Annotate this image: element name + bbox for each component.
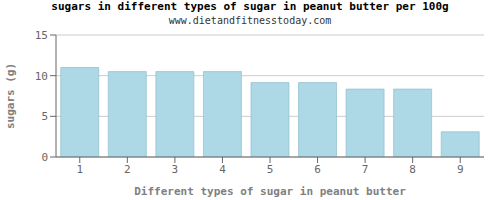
svg-text:5: 5 <box>267 163 274 176</box>
svg-text:10: 10 <box>35 70 48 83</box>
svg-text:sugars (g): sugars (g) <box>4 63 17 129</box>
svg-text:4: 4 <box>219 163 226 176</box>
svg-text:9: 9 <box>457 163 464 176</box>
svg-text:Different types of sugar in pe: Different types of sugar in peanut butte… <box>134 185 406 197</box>
svg-text:3: 3 <box>172 163 179 176</box>
html-text:www.dietandfitnesstoday.com: www.dietandfitnesstoday.com <box>168 15 332 26</box>
svg-text:7: 7 <box>362 163 369 176</box>
svg-text:1: 1 <box>76 163 83 176</box>
svg-text:8: 8 <box>409 163 416 176</box>
svg-text:5: 5 <box>41 110 48 123</box>
svg-text:15: 15 <box>35 29 48 42</box>
svg-text:6: 6 <box>314 163 321 176</box>
svg-text:0: 0 <box>41 151 48 164</box>
svg-text:2: 2 <box>124 163 131 176</box>
html-text:sugars in different types of s: sugars in different types of sugar in pe… <box>51 0 449 13</box>
